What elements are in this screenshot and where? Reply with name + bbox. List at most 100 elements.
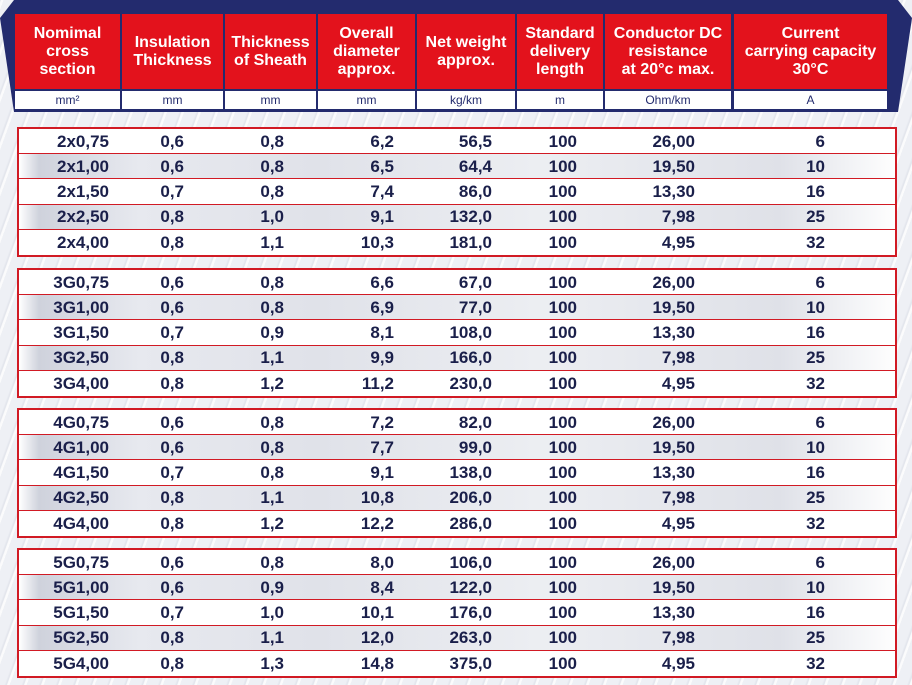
weight-cell: 375,0 <box>449 653 492 673</box>
current-capacity-cell: 16 <box>806 322 825 342</box>
table-row: 3G0,75 0,6 0,8 6,6 67,0 100 26,00 6 <box>19 270 895 296</box>
cross-section-cell: 2x0,75 <box>57 131 109 151</box>
sheath-cell: 0,8 <box>260 462 284 482</box>
weight-cell: 99,0 <box>458 437 492 457</box>
delivery-length-cell: 100 <box>548 602 577 622</box>
weight-cell: 56,5 <box>458 131 492 151</box>
delivery-length-cell: 100 <box>548 653 577 673</box>
diameter-cell: 8,1 <box>370 322 394 342</box>
current-capacity-cell: 10 <box>806 437 825 457</box>
current-capacity-cell: 10 <box>806 577 825 597</box>
current-capacity-cell: 32 <box>806 653 825 673</box>
insulation-cell: 0,8 <box>160 207 184 227</box>
table-row: 2x0,75 0,6 0,8 6,2 56,5 100 26,00 6 <box>19 129 895 155</box>
insulation-cell: 0,8 <box>160 348 184 368</box>
column-header-resistance: Conductor DC resistance at 20°c max. Ohm… <box>605 14 731 109</box>
table-row: 4G1,50 0,7 0,8 9,1 138,0 100 13,30 16 <box>19 460 895 486</box>
sheath-cell: 0,8 <box>260 412 284 432</box>
current-capacity-cell: 6 <box>815 131 825 151</box>
current-capacity-cell: 25 <box>806 207 825 227</box>
current-capacity-cell: 25 <box>806 488 825 508</box>
resistance-cell: 13,30 <box>652 322 695 342</box>
current-capacity-cell: 16 <box>806 462 825 482</box>
cross-section-cell: 4G1,00 <box>53 437 109 457</box>
delivery-length-cell: 100 <box>548 348 577 368</box>
cross-section-cell: 2x2,50 <box>57 207 109 227</box>
delivery-length-cell: 100 <box>548 513 577 533</box>
insulation-cell: 0,7 <box>160 462 184 482</box>
insulation-cell: 0,8 <box>160 232 184 252</box>
column-unit: mm² <box>15 91 120 109</box>
sheath-cell: 0,8 <box>260 297 284 317</box>
table-row: 3G1,00 0,6 0,8 6,9 77,0 100 19,50 10 <box>19 295 895 321</box>
resistance-cell: 13,30 <box>652 602 695 622</box>
weight-cell: 132,0 <box>449 207 492 227</box>
sheath-cell: 0,8 <box>260 156 284 176</box>
resistance-cell: 19,50 <box>652 577 695 597</box>
delivery-length-cell: 100 <box>548 131 577 151</box>
cross-section-cell: 5G1,50 <box>53 602 109 622</box>
weight-cell: 82,0 <box>458 412 492 432</box>
delivery-length-cell: 100 <box>548 462 577 482</box>
column-title: Conductor DC resistance at 20°c max. <box>605 14 731 89</box>
column-title: Standard delivery length <box>517 14 603 89</box>
column-unit: mm <box>225 91 316 109</box>
weight-cell: 64,4 <box>458 156 492 176</box>
resistance-cell: 26,00 <box>652 412 695 432</box>
delivery-length-cell: 100 <box>548 577 577 597</box>
delivery-length-cell: 100 <box>548 488 577 508</box>
current-capacity-cell: 10 <box>806 156 825 176</box>
sheath-cell: 1,1 <box>260 348 284 368</box>
insulation-cell: 0,7 <box>160 322 184 342</box>
resistance-cell: 7,98 <box>661 628 695 648</box>
diameter-cell: 6,5 <box>370 156 394 176</box>
column-title: Net weight approx. <box>417 14 515 89</box>
table-row: 3G2,50 0,8 1,1 9,9 166,0 100 7,98 25 <box>19 345 895 371</box>
table-row: 4G1,00 0,6 0,8 7,7 99,0 100 19,50 10 <box>19 435 895 461</box>
cross-section-cell: 3G2,50 <box>53 348 109 368</box>
resistance-cell: 19,50 <box>652 156 695 176</box>
diameter-cell: 9,1 <box>370 462 394 482</box>
cross-section-cell: 2x4,00 <box>57 232 109 252</box>
diameter-cell: 8,4 <box>370 577 394 597</box>
delivery-length-cell: 100 <box>548 272 577 292</box>
sheath-cell: 1,0 <box>260 207 284 227</box>
table-row: 5G1,50 0,7 1,0 10,1 176,0 100 13,30 16 <box>19 600 895 626</box>
table-row: 5G0,75 0,6 0,8 8,0 106,0 100 26,00 6 <box>19 550 895 576</box>
resistance-cell: 19,50 <box>652 297 695 317</box>
diameter-cell: 10,1 <box>360 602 394 622</box>
delivery-length-cell: 100 <box>548 322 577 342</box>
table-row: 5G1,00 0,6 0,9 8,4 122,0 100 19,50 10 <box>19 575 895 601</box>
delivery-length-cell: 100 <box>548 373 577 393</box>
diameter-cell: 14,8 <box>360 653 394 673</box>
delivery-length-cell: 100 <box>548 552 577 572</box>
current-capacity-cell: 32 <box>806 232 825 252</box>
column-header-diameter: Overall diameter approx. mm <box>318 14 415 109</box>
table-row: 4G2,50 0,8 1,1 10,8 206,0 100 7,98 25 <box>19 485 895 511</box>
weight-cell: 67,0 <box>458 272 492 292</box>
column-unit: kg/km <box>417 91 515 109</box>
column-unit: mm <box>122 91 223 109</box>
diameter-cell: 10,8 <box>360 488 394 508</box>
insulation-cell: 0,6 <box>160 131 184 151</box>
weight-cell: 263,0 <box>449 628 492 648</box>
cable-group-4-core: 4G0,75 0,6 0,8 7,2 82,0 100 26,00 6 4G1,… <box>17 408 897 538</box>
diameter-cell: 11,2 <box>361 373 394 393</box>
cross-section-cell: 4G2,50 <box>53 488 109 508</box>
cross-section-cell: 5G4,00 <box>53 653 109 673</box>
resistance-cell: 7,98 <box>661 348 695 368</box>
weight-cell: 86,0 <box>458 181 492 201</box>
delivery-length-cell: 100 <box>548 207 577 227</box>
insulation-cell: 0,8 <box>160 488 184 508</box>
column-header-sheath: Thickness of Sheath mm <box>225 14 316 109</box>
cable-group-3-core: 3G0,75 0,6 0,8 6,6 67,0 100 26,00 6 3G1,… <box>17 268 897 398</box>
cross-section-cell: 3G4,00 <box>53 373 109 393</box>
insulation-cell: 0,8 <box>160 373 184 393</box>
resistance-cell: 13,30 <box>652 181 695 201</box>
resistance-cell: 7,98 <box>661 488 695 508</box>
delivery-length-cell: 100 <box>548 297 577 317</box>
delivery-length-cell: 100 <box>548 412 577 432</box>
insulation-cell: 0,6 <box>160 272 184 292</box>
current-capacity-cell: 16 <box>806 181 825 201</box>
diameter-cell: 7,2 <box>370 412 394 432</box>
